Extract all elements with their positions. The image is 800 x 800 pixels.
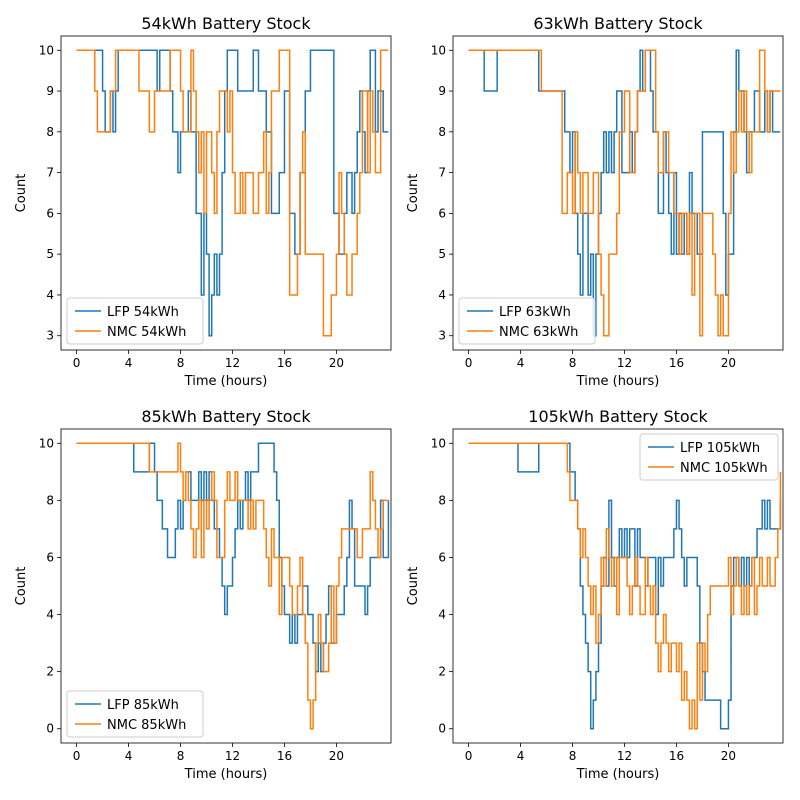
x-tick-label: 4 — [517, 356, 525, 370]
series-line-nmc-63kwh — [468, 49, 781, 337]
legend-box — [458, 297, 596, 345]
y-tick-label: 6 — [438, 206, 446, 220]
x-tick-label: 20 — [329, 749, 344, 763]
y-tick-label: 6 — [46, 206, 54, 220]
y-tick-label: 10 — [431, 43, 446, 57]
y-tick-label: 6 — [438, 550, 446, 564]
x-axis-label: Time (hours) — [184, 767, 268, 782]
chart-title: 63kWh Battery Stock — [533, 14, 703, 33]
axes-frame — [60, 428, 392, 744]
y-tick-label: 3 — [46, 329, 54, 343]
y-tick-label: 2 — [438, 665, 446, 679]
x-tick-label: 12 — [617, 749, 632, 763]
chart-panel-2: 0 4 8 12 16 20 0 2 4 6 8 10 85kWh Battery Stock Time … — [14, 407, 392, 782]
series-line-nmc-105kwh — [468, 442, 782, 730]
legend-label: LFP 54kWh — [107, 305, 179, 320]
legend-label: NMC 105kWh — [680, 461, 768, 476]
x-tick-label: 16 — [669, 356, 684, 370]
y-axis-label: Count — [406, 174, 421, 213]
y-tick-label: 9 — [46, 84, 54, 98]
y-tick-label: 8 — [438, 493, 446, 507]
y-tick-label: 8 — [46, 125, 54, 139]
axes-frame — [60, 35, 392, 351]
x-axis-label: Time (hours) — [184, 374, 268, 389]
x-tick-label: 4 — [517, 749, 525, 763]
x-tick-label: 20 — [329, 356, 344, 370]
y-tick-label: 10 — [39, 436, 54, 450]
legend: LFP 54kWh NMC 54kWh — [66, 297, 204, 345]
x-tick-label: 12 — [617, 356, 632, 370]
x-tick-label: 16 — [277, 749, 292, 763]
legend-box — [66, 297, 204, 345]
chart-title: 105kWh Battery Stock — [528, 407, 708, 426]
series-line-nmc-85kwh — [76, 442, 389, 730]
x-tick-label: 8 — [177, 749, 185, 763]
x-tick-label: 0 — [73, 356, 81, 370]
series-line-nmc-54kwh — [76, 49, 389, 337]
x-tick-label: 0 — [465, 749, 473, 763]
chart-panel-3: 0 4 8 12 16 20 0 2 4 6 8 10 105kWh Battery Stock Time… — [406, 407, 784, 782]
chart-title: 85kWh Battery Stock — [141, 407, 311, 426]
y-axis-label: Count — [14, 567, 29, 606]
legend-label: LFP 105kWh — [680, 441, 760, 456]
x-tick-label: 8 — [177, 356, 185, 370]
y-axis-label: Count — [406, 567, 421, 606]
series-line-lfp-54kwh — [76, 49, 389, 337]
y-tick-label: 10 — [39, 43, 54, 57]
x-axis-label: Time (hours) — [576, 374, 660, 389]
legend: LFP 63kWh NMC 63kWh — [458, 297, 596, 345]
x-tick-label: 4 — [125, 749, 133, 763]
x-tick-label: 4 — [125, 356, 133, 370]
axes-frame — [452, 428, 784, 744]
y-tick-label: 8 — [438, 125, 446, 139]
y-tick-label: 7 — [46, 166, 54, 180]
y-tick-label: 3 — [438, 329, 446, 343]
chart-panel-0: 0 4 8 12 16 20 3 4 5 6 7 8 9 10 54kWh Battery Stock Tim… — [14, 14, 392, 389]
chart-panel-1: 0 4 8 12 16 20 3 4 5 6 7 8 9 10 63kWh Battery Stock Tim… — [406, 14, 784, 389]
y-tick-label: 8 — [46, 493, 54, 507]
x-tick-label: 16 — [277, 356, 292, 370]
series-line-lfp-105kwh — [468, 442, 782, 730]
legend: LFP 85kWh NMC 85kWh — [66, 690, 204, 738]
axes-frame — [452, 35, 784, 351]
x-tick-label: 8 — [569, 749, 577, 763]
y-tick-label: 5 — [438, 247, 446, 261]
legend-label: NMC 63kWh — [499, 325, 578, 340]
y-tick-label: 2 — [46, 665, 54, 679]
y-axis-label: Count — [14, 174, 29, 213]
x-tick-label: 12 — [225, 749, 240, 763]
legend-label: NMC 54kWh — [107, 325, 186, 340]
y-tick-label: 4 — [438, 288, 446, 302]
legend: LFP 105kWh NMC 105kWh — [639, 433, 779, 481]
y-tick-label: 0 — [46, 722, 54, 736]
y-tick-label: 6 — [46, 550, 54, 564]
y-tick-label: 10 — [431, 436, 446, 450]
x-tick-label: 8 — [569, 356, 577, 370]
legend-label: LFP 63kWh — [499, 305, 571, 320]
legend-box — [66, 690, 204, 738]
legend-label: LFP 85kWh — [107, 698, 179, 713]
series-line-lfp-85kwh — [76, 442, 390, 673]
x-tick-label: 0 — [73, 749, 81, 763]
x-tick-label: 12 — [225, 356, 240, 370]
y-tick-label: 7 — [438, 166, 446, 180]
y-tick-label: 4 — [438, 608, 446, 622]
legend-label: NMC 85kWh — [107, 718, 186, 733]
x-tick-label: 20 — [721, 749, 736, 763]
x-tick-label: 16 — [669, 749, 684, 763]
legend-box — [639, 433, 779, 481]
y-tick-label: 5 — [46, 247, 54, 261]
x-axis-label: Time (hours) — [576, 767, 660, 782]
y-tick-label: 0 — [438, 722, 446, 736]
y-tick-label: 9 — [438, 84, 446, 98]
y-tick-label: 4 — [46, 608, 54, 622]
chart-title: 54kWh Battery Stock — [141, 14, 311, 33]
x-tick-label: 0 — [465, 356, 473, 370]
y-tick-label: 4 — [46, 288, 54, 302]
x-tick-label: 20 — [721, 356, 736, 370]
